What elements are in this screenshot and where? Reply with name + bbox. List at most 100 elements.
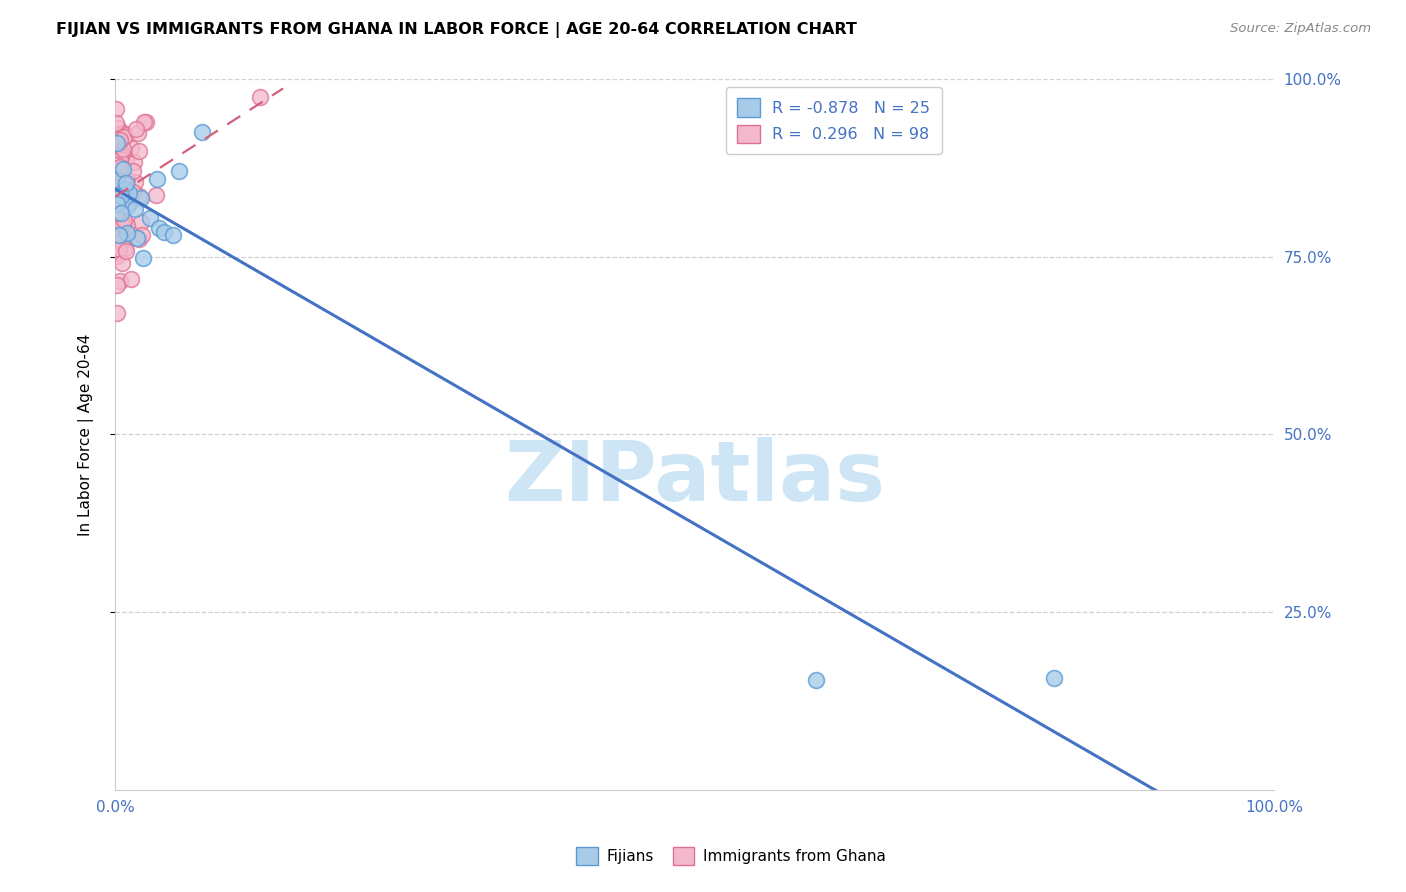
Y-axis label: In Labor Force | Age 20-64: In Labor Force | Age 20-64 (79, 334, 94, 535)
Point (105, 245, 128, 260)
Point (112, 190, 135, 204)
Point (127, 126, 149, 140)
Point (107, 142, 129, 156)
Point (114, 176, 136, 190)
Point (108, 135, 131, 149)
Point (129, 215, 152, 229)
Point (118, 194, 141, 209)
Point (107, 172, 129, 186)
Point (115, 226, 138, 240)
Point (112, 217, 135, 231)
Point (112, 162, 135, 177)
Point (115, 244, 138, 258)
Point (111, 126, 134, 140)
Point (139, 211, 162, 225)
Point (117, 196, 139, 211)
Point (110, 147, 132, 161)
Point (110, 194, 132, 208)
Point (108, 154, 131, 169)
Point (107, 136, 129, 150)
Point (131, 228, 153, 243)
Point (118, 196, 141, 211)
Point (120, 272, 142, 286)
Point (115, 199, 138, 213)
Point (111, 175, 134, 189)
Point (108, 242, 131, 256)
Point (107, 128, 129, 143)
Point (110, 206, 132, 220)
Point (105, 277, 128, 292)
Point (128, 232, 150, 246)
Point (152, 225, 174, 239)
Point (105, 158, 128, 172)
Point (249, 89, 271, 103)
Point (131, 191, 153, 205)
Point (110, 228, 132, 243)
Point (108, 133, 131, 147)
Point (114, 182, 136, 196)
Point (108, 152, 131, 166)
Point (132, 114, 155, 128)
Point (108, 274, 131, 288)
Point (107, 233, 129, 247)
Point (105, 137, 128, 152)
Point (806, 673, 828, 687)
Point (128, 189, 150, 203)
Point (115, 218, 138, 232)
Point (105, 190, 128, 204)
Point (148, 221, 170, 235)
Point (108, 221, 131, 235)
Point (105, 156, 128, 170)
Point (105, 127, 128, 141)
Point (108, 178, 131, 192)
Point (108, 182, 131, 196)
Point (110, 169, 132, 183)
Point (105, 209, 128, 223)
Point (111, 173, 134, 187)
Point (110, 216, 132, 230)
Point (105, 103, 128, 117)
Point (105, 214, 128, 228)
Point (111, 235, 134, 249)
Point (110, 233, 132, 247)
Point (111, 186, 134, 201)
Point (110, 132, 132, 146)
Point (146, 172, 169, 186)
Point (125, 121, 148, 136)
Point (105, 240, 128, 254)
Point (114, 191, 136, 205)
Point (115, 193, 138, 207)
Point (105, 306, 128, 320)
Point (112, 142, 135, 156)
Point (107, 231, 129, 245)
Point (112, 130, 135, 145)
Point (108, 144, 131, 158)
Point (107, 205, 129, 219)
Point (108, 228, 131, 243)
Point (107, 121, 129, 136)
Point (105, 171, 128, 186)
Point (105, 249, 128, 263)
Point (128, 145, 150, 159)
Point (132, 252, 155, 266)
Point (115, 153, 138, 167)
Point (105, 180, 128, 194)
Point (117, 186, 139, 200)
Legend: R = -0.878   N = 25, R =  0.296   N = 98: R = -0.878 N = 25, R = 0.296 N = 98 (725, 87, 942, 154)
Point (107, 196, 129, 211)
Point (127, 230, 149, 244)
Point (1043, 671, 1066, 685)
Point (107, 197, 129, 211)
Point (115, 171, 138, 186)
Legend: Fijians, Immigrants from Ghana: Fijians, Immigrants from Ghana (571, 841, 891, 871)
Point (135, 114, 157, 128)
Point (145, 188, 167, 202)
Point (124, 175, 146, 189)
Point (105, 180, 128, 194)
Text: ZIPatlas: ZIPatlas (505, 436, 886, 517)
Point (108, 216, 131, 230)
Point (124, 202, 146, 216)
Point (105, 165, 128, 179)
Point (105, 144, 128, 158)
Point (110, 188, 132, 202)
